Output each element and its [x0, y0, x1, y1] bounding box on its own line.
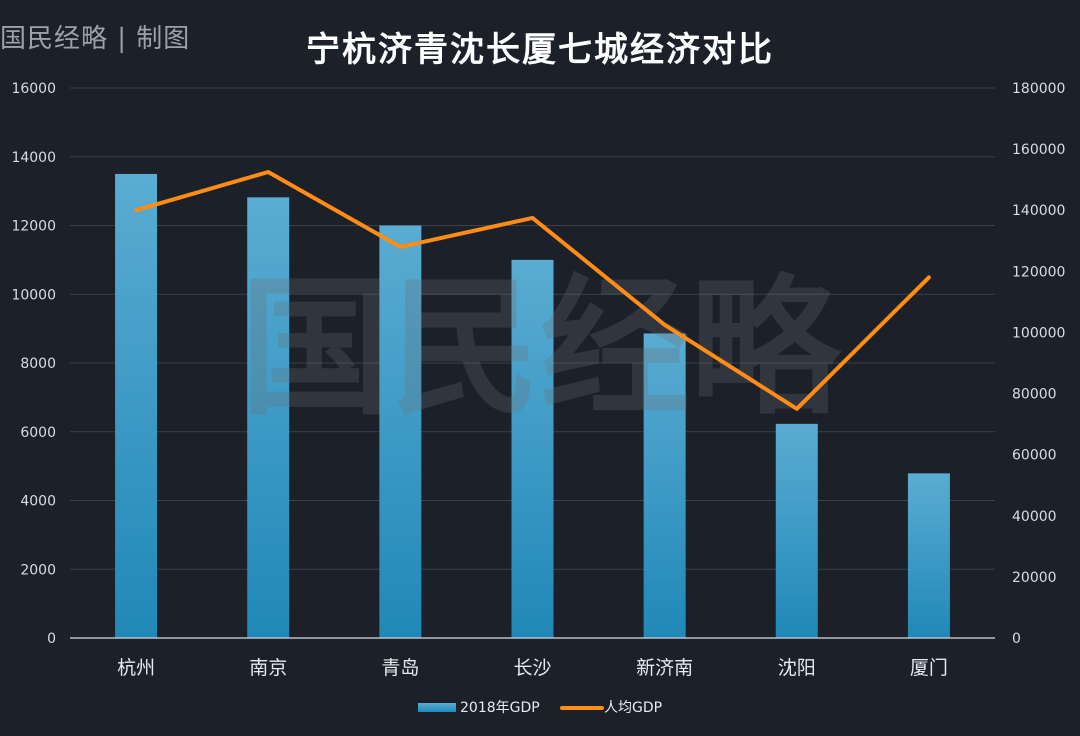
y-left-tick-label: 0 [47, 631, 56, 647]
y-left-tick-label: 14000 [11, 150, 56, 166]
bar [511, 259, 554, 638]
legend-label-line: 人均GDP [604, 700, 662, 716]
y-left-tick-label: 6000 [20, 425, 56, 441]
y-right-tick-label: 20000 [1012, 570, 1057, 586]
bar [247, 197, 290, 638]
x-tick-label: 厦门 [910, 657, 948, 679]
bar [643, 333, 686, 638]
y-right-tick-label: 0 [1012, 631, 1021, 647]
y-left-tick-label: 10000 [11, 287, 56, 303]
y-right-tick-label: 60000 [1012, 448, 1057, 464]
y-right-tick-label: 160000 [1012, 142, 1065, 158]
y-right-tick-label: 180000 [1012, 81, 1065, 97]
y-right-tick-label: 80000 [1012, 387, 1057, 403]
y-left-tick-label: 12000 [11, 219, 56, 235]
x-tick-label: 南京 [249, 657, 287, 679]
bar [907, 473, 950, 638]
y-right-tick-label: 40000 [1012, 509, 1057, 525]
x-tick-label: 青岛 [381, 657, 419, 679]
watermark-text: 国民经略 [240, 260, 843, 436]
x-tick-label: 新济南 [636, 657, 693, 679]
bar [379, 225, 422, 638]
y-right-tick-label: 120000 [1012, 264, 1065, 280]
y-left-tick-label: 16000 [11, 81, 56, 97]
x-tick-label: 沈阳 [778, 657, 816, 679]
x-tick-label: 长沙 [513, 657, 551, 679]
y-left-tick-label: 2000 [20, 562, 56, 578]
bar [775, 423, 818, 638]
x-tick-label: 杭州 [117, 657, 155, 679]
legend-swatch-bar [418, 703, 456, 712]
chart-title: 宁杭济青沈长厦七城经济对比 [306, 30, 774, 70]
line-series [134, 170, 931, 411]
bar [115, 173, 158, 638]
y-right-tick-label: 100000 [1012, 325, 1065, 341]
y-left-tick-label: 4000 [20, 494, 56, 510]
y-right-tick-label: 140000 [1012, 203, 1065, 219]
axes: 0200040006000800010000120001400016000020… [11, 81, 1065, 679]
brand-label: 国民经略 | 制图 [0, 24, 191, 54]
legend-label-bar: 2018年GDP [460, 700, 540, 716]
legend: 2018年GDP 人均GDP [418, 700, 662, 716]
y-left-tick-label: 8000 [20, 356, 56, 372]
bar-series [115, 173, 950, 638]
